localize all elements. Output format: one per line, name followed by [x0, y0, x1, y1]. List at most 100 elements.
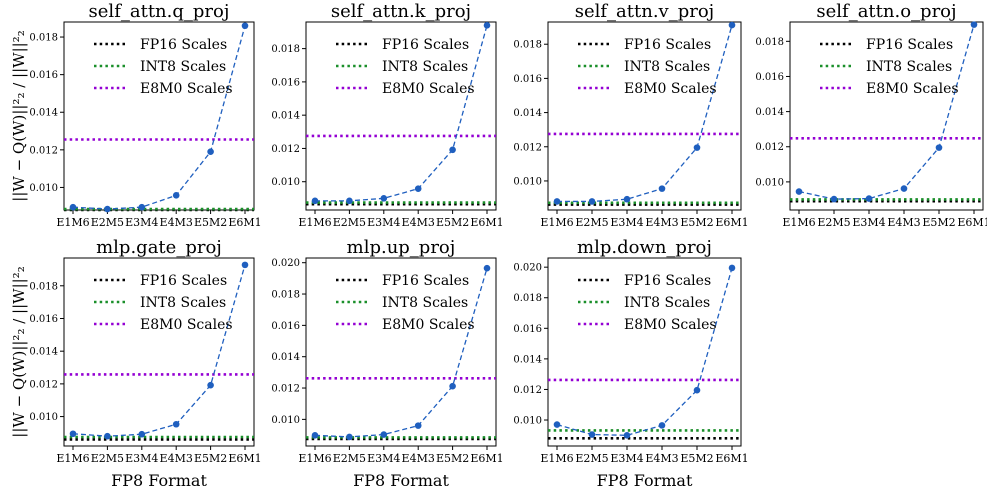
x-tick-label: E3M4	[610, 452, 643, 465]
data-point	[658, 185, 666, 192]
x-tick-label: E4M3	[402, 452, 435, 465]
subplot-1: self_attn.q_proj 0.010 0.012 0.014 0.016 0.01…	[29, 1, 261, 229]
x-tick-label: E6M1	[957, 216, 987, 229]
legend-label: INT8 Scales	[866, 59, 952, 75]
data-point	[693, 386, 701, 394]
data-point	[241, 22, 249, 30]
plot-frame	[305, 257, 497, 447]
legend-label: E8M0 Scales	[140, 317, 233, 333]
x-tick-label: E2M5	[575, 216, 608, 229]
subplot-7: mlp.down_proj 0.010 0.012 0.014 0.016 0.018 0.…	[513, 237, 748, 490]
data-point	[900, 185, 908, 192]
x-tick-label: E3M4	[852, 216, 885, 229]
x-tick-label: E4M3	[160, 216, 193, 229]
series-line	[556, 267, 733, 436]
y-tick-label: 0.012	[271, 144, 300, 155]
data-point	[104, 205, 111, 213]
legend-label: FP16 Scales	[382, 273, 469, 289]
y-tick-label: 0.012	[271, 384, 300, 395]
legend: FP16 Scales INT8 Scales E8M0 Scales	[94, 37, 233, 97]
x-tick-label: E4M3	[402, 216, 435, 229]
data-point	[553, 421, 561, 428]
data-point	[311, 432, 319, 439]
y-tick-label: 0.016	[513, 324, 542, 335]
legend-label: FP16 Scales	[382, 37, 469, 53]
legend: FP16 Scales INT8 Scales E8M0 Scales	[336, 37, 475, 97]
subplot-5: mlp.gate_proj 0.010 0.012 0.014 0.016 0.018 E1…	[29, 237, 261, 490]
x-tick-label: E1M6	[298, 452, 331, 465]
x-tick-label: E5M2	[436, 452, 469, 465]
legend-label: E8M0 Scales	[382, 81, 475, 97]
y-tick-label: 0.012	[29, 379, 58, 390]
legend-label: INT8 Scales	[140, 59, 226, 75]
data-point	[728, 21, 736, 29]
x-tick-label: E2M5	[91, 216, 124, 229]
legend-label: FP16 Scales	[866, 37, 953, 53]
y-tick-label: 0.014	[271, 111, 300, 122]
subplot-title: mlp.gate_proj	[96, 237, 222, 258]
legend-label: E8M0 Scales	[866, 81, 959, 97]
x-tick-label: E1M6	[540, 452, 573, 465]
x-tick-label: E4M3	[887, 216, 920, 229]
legend-label: E8M0 Scales	[382, 317, 475, 333]
data-point	[483, 22, 491, 29]
legend-label: E8M0 Scales	[624, 317, 717, 333]
x-tick-label: E6M1	[715, 452, 748, 465]
y-tick-label: 0.014	[513, 108, 542, 119]
y-tick-label: 0.012	[513, 385, 542, 396]
data-point	[693, 144, 701, 151]
data-point	[623, 195, 631, 203]
data-point	[865, 195, 873, 202]
y-tick-label: 0.020	[271, 258, 300, 269]
legend: FP16 Scales INT8 Scales E8M0 Scales	[336, 273, 475, 333]
y-tick-label: 0.010	[271, 177, 300, 188]
legend-label: FP16 Scales	[624, 273, 711, 289]
y-tick-label: 0.018	[271, 290, 300, 301]
plot-frame	[63, 21, 255, 211]
y-tick-label: 0.018	[513, 293, 542, 304]
x-tick-label: E1M6	[782, 216, 815, 229]
data-point	[380, 195, 388, 202]
data-point	[69, 203, 77, 211]
plot-frame	[789, 21, 984, 211]
x-tick-label: E4M3	[645, 452, 678, 465]
y-tick-label: 0.020	[513, 263, 542, 274]
data-point	[658, 422, 666, 429]
x-tick-label: E3M4	[125, 452, 158, 465]
legend-label: INT8 Scales	[624, 59, 710, 75]
subplot-3: self_attn.v_proj 0.010 0.012 0.014 0.016 0.01…	[513, 1, 748, 229]
x-tick-label: E1M6	[56, 216, 89, 229]
data-point	[449, 146, 456, 154]
plot-frame	[63, 257, 255, 447]
series-line	[798, 24, 975, 200]
y-tick-label: 0.018	[755, 37, 784, 48]
y-tick-label: 0.010	[271, 415, 300, 426]
plot-frame	[305, 21, 497, 211]
y-tick-label: 0.012	[755, 142, 784, 153]
data-point	[346, 433, 353, 441]
y-tick-label: 0.016	[271, 77, 300, 88]
data-point	[172, 420, 180, 428]
x-tick-label: E4M3	[160, 452, 193, 465]
x-tick-label: E6M1	[715, 216, 748, 229]
data-point	[935, 144, 943, 151]
data-point	[241, 261, 249, 269]
subplot-title: self_attn.o_proj	[816, 1, 956, 22]
y-tick-label: 0.016	[29, 70, 58, 81]
x-tick-label: E6M1	[470, 216, 503, 229]
data-point	[553, 198, 561, 205]
plot-frame	[547, 21, 742, 211]
y-axis-label-row1: ||W − Q(W)||²₂ / ||W||²₂	[10, 30, 28, 201]
x-tick-label: E6M1	[470, 452, 503, 465]
legend-label: E8M0 Scales	[140, 81, 233, 97]
y-tick-label: 0.014	[271, 352, 300, 363]
data-point	[311, 197, 319, 205]
x-tick-label: E5M2	[436, 216, 469, 229]
x-axis-label: FP8 Format	[111, 471, 207, 490]
x-tick-label: E2M5	[333, 216, 366, 229]
legend-label: INT8 Scales	[140, 295, 226, 311]
x-tick-label: E3M4	[367, 216, 400, 229]
y-tick-label: 0.018	[513, 40, 542, 51]
y-tick-label: 0.018	[271, 44, 300, 55]
x-tick-label: E5M2	[194, 452, 227, 465]
